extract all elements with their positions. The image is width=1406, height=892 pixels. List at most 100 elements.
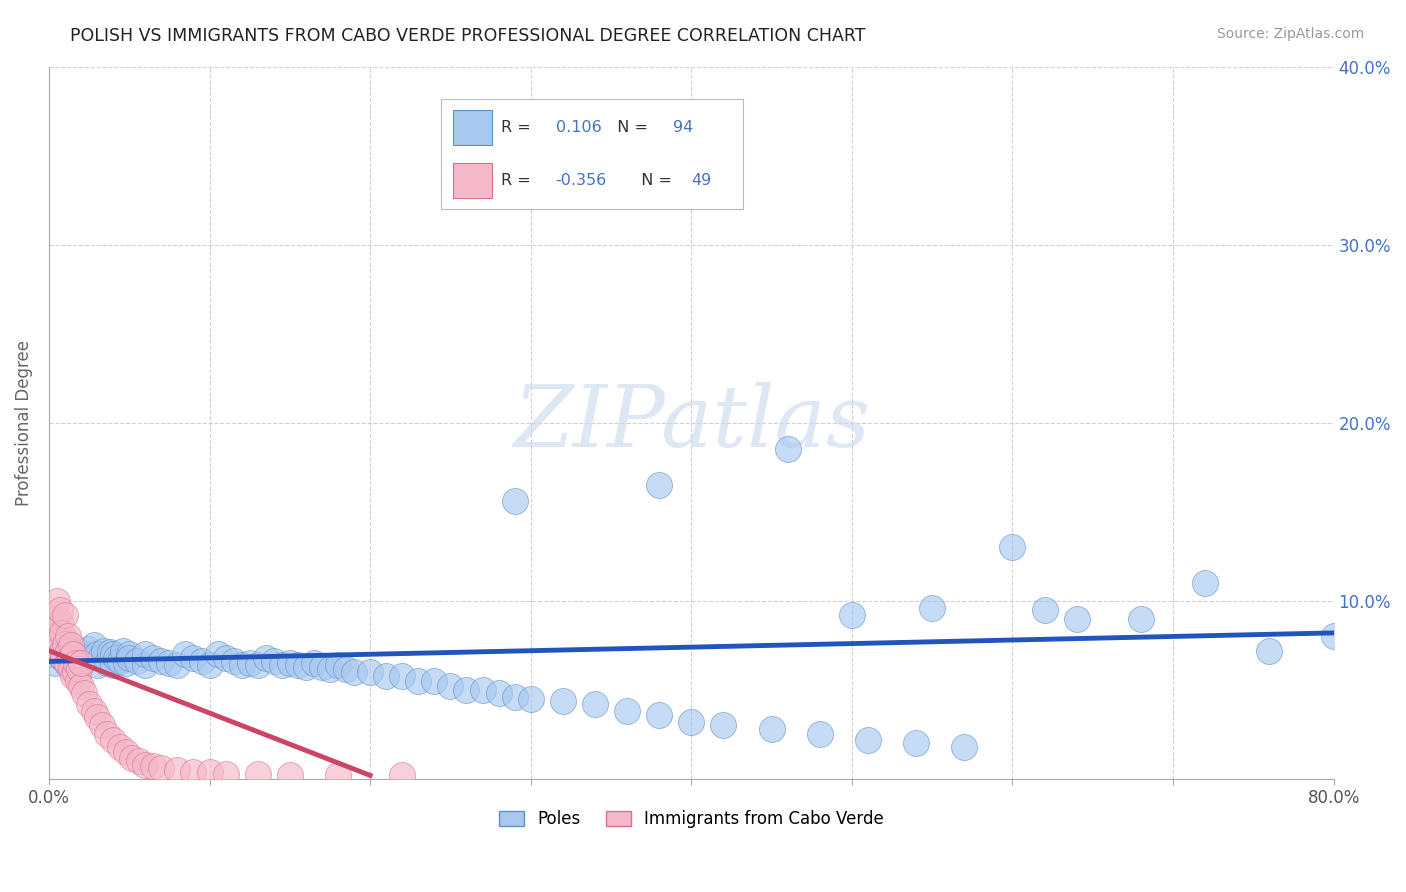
Point (66, 643, 89, 657)
Point (53, 633, 76, 648)
Point (681, 714, 703, 729)
Point (103, 732, 125, 747)
Point (86, 709, 108, 723)
Point (53, 640, 76, 654)
Point (55, 656, 77, 670)
Point (48, 633, 70, 648)
Point (41, 638, 63, 652)
Point (49, 615, 72, 630)
Point (98, 645, 121, 659)
Point (856, 732, 879, 747)
Point (108, 739, 131, 754)
Point (648, 707, 671, 722)
Point (91, 718, 114, 732)
Point (263, 654, 285, 668)
Point (60, 661, 83, 675)
Point (278, 768, 301, 782)
Point (503, 494, 526, 508)
Point (42, 612, 65, 626)
Point (70, 679, 93, 693)
Point (503, 690, 526, 704)
Point (295, 659, 318, 673)
Point (1194, 576, 1216, 591)
Point (44, 630, 66, 644)
Point (96, 656, 118, 670)
Legend: Poles, Immigrants from Cabo Verde: Poles, Immigrants from Cabo Verde (492, 804, 890, 835)
Point (616, 704, 638, 718)
Point (841, 608, 863, 623)
Point (60, 638, 83, 652)
Point (326, 657, 349, 672)
Point (115, 656, 138, 670)
Point (905, 736, 928, 750)
Point (439, 679, 461, 693)
Point (58, 657, 80, 672)
Point (921, 601, 943, 615)
Point (46, 621, 69, 635)
Point (375, 668, 398, 682)
Point (335, 661, 357, 675)
Point (134, 757, 156, 772)
Point (86, 647, 108, 661)
Point (391, 668, 413, 682)
Point (70, 656, 93, 670)
Point (198, 764, 221, 779)
Point (150, 761, 173, 775)
Point (391, 768, 413, 782)
Point (1323, 630, 1346, 644)
Point (59, 650, 82, 665)
Point (254, 650, 277, 665)
Point (62, 668, 84, 682)
Point (214, 766, 236, 780)
Point (48, 643, 70, 657)
Point (231, 657, 253, 672)
Point (80, 648, 103, 663)
Point (471, 682, 494, 697)
Point (51, 650, 73, 665)
Point (359, 665, 381, 679)
Point (83, 638, 105, 652)
Point (142, 759, 165, 773)
Point (1033, 603, 1056, 617)
Point (77, 697, 100, 711)
Point (58, 643, 80, 657)
Y-axis label: Professional Degree: Professional Degree (15, 340, 32, 506)
Point (103, 647, 125, 661)
Point (287, 657, 309, 672)
Point (108, 654, 131, 668)
Point (51, 643, 73, 657)
Point (246, 657, 269, 672)
Point (713, 718, 735, 732)
Point (207, 647, 229, 661)
Point (58, 630, 80, 644)
Point (134, 657, 156, 672)
Point (73, 686, 96, 700)
Point (1129, 612, 1152, 626)
Point (343, 665, 366, 679)
Point (456, 682, 478, 697)
Point (111, 643, 134, 657)
Point (52, 650, 75, 665)
Point (326, 768, 349, 782)
Point (118, 647, 141, 661)
Point (134, 647, 156, 661)
Point (551, 693, 574, 707)
Point (60, 647, 83, 661)
Point (65, 656, 87, 670)
Point (311, 659, 333, 673)
Point (648, 478, 671, 492)
Point (808, 727, 831, 741)
Point (183, 650, 205, 665)
Point (49, 603, 72, 617)
Point (183, 764, 205, 779)
Point (63, 665, 86, 679)
Point (66, 673, 89, 688)
Point (166, 657, 188, 672)
Point (128, 754, 150, 768)
Point (86, 657, 108, 672)
Point (270, 657, 292, 672)
Point (73, 652, 96, 666)
Point (53, 636, 76, 650)
Point (953, 739, 976, 754)
Point (51, 626, 73, 640)
